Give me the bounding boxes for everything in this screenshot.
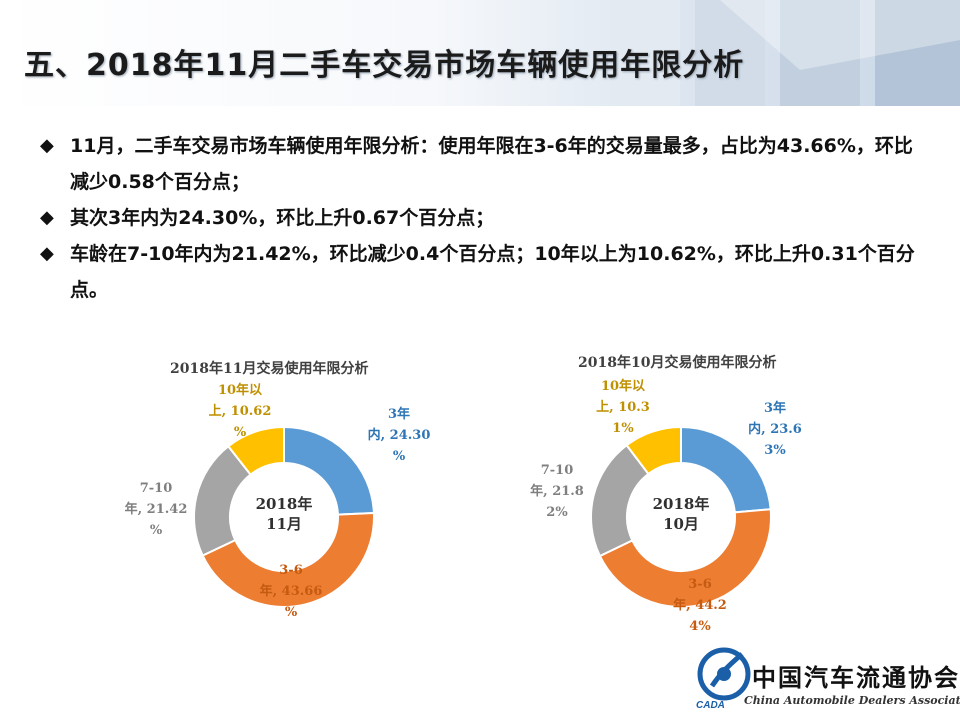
data-label-line: 年, 43.66 [259,584,323,599]
chart-title-october: 2018年10月交易使用年限分析 [578,355,777,371]
data-label-line: 3-6 [279,563,303,578]
data-label-line: % [284,605,298,620]
data-label-line: 2% [546,505,568,520]
data-label-line: % [233,425,247,440]
data-label-3to6yr: 3-6 年, 44.2 4% [660,574,740,637]
data-label-3to6yr: 3-6 年, 43.66 % [252,560,330,623]
bullet-text: 其次3年内为24.30%，环比上升0.67个百分点； [70,207,495,229]
bullet-text: 11月，二手车交易市场车辆使用年限分析：使用年限在3-6年的交易量最多，占比为4… [70,135,913,193]
data-label-line: 内, 24.30 [367,428,431,443]
cada-logo: 中国汽车流通协会 China Automobile Dealers Associ… [690,640,960,720]
data-label-10yr-plus: 10年以 上, 10.62 % [196,380,284,443]
header-decoration [620,0,960,106]
diamond-bullet-icon: ◆ [40,207,54,228]
data-label-10yr-plus: 10年以 上, 10.3 1% [580,376,666,439]
data-label-line: 10年以 [600,379,646,394]
data-label-line: 3年 [387,407,411,422]
bullet-text: 车龄在7-10年内为21.42%，环比减少0.4个百分点；10年以上为10.62… [70,243,915,301]
data-label-line: 年, 44.2 [673,598,727,613]
data-label-line: 3-6 [688,577,712,592]
center-label-year: 2018年 [255,495,313,513]
donut-center-label: 2018年 10月 [634,494,728,534]
center-label-month: 10月 [663,515,699,533]
logo-name-en: China Automobile Dealers Association [744,694,960,707]
cada-emblem-icon [697,647,751,701]
diamond-bullet-icon: ◆ [40,135,54,156]
data-label-7to10yr: 7-10 年, 21.8 2% [522,460,592,523]
data-label-line: 3% [764,443,786,458]
data-label-7to10yr: 7-10 年, 21.42 % [118,478,194,541]
page-title: 五、2018年11月二手车交易市场车辆使用年限分析 [24,48,745,83]
data-label-line: 上, 10.62 [208,404,272,419]
data-label-3yr: 3年 内, 24.30 % [364,404,434,467]
data-label-line: % [392,449,406,464]
data-label-line: 内, 23.6 [748,422,802,437]
bullet-item: ◆ 车龄在7-10年内为21.42%，环比减少0.4个百分点；10年以上为10.… [40,236,920,308]
data-label-line: 7-10 [540,463,574,478]
data-label-line: 上, 10.3 [596,400,650,415]
chart-title-november: 2018年11月交易使用年限分析 [170,361,369,377]
logo-name-cn: 中国汽车流通协会 [752,663,960,692]
data-label-line: 1% [612,421,634,436]
data-label-line: 7-10 [139,481,173,496]
data-label-line: 年, 21.8 [530,484,584,499]
data-label-line: 3年 [763,401,787,416]
bullet-list: ◆ 11月，二手车交易市场车辆使用年限分析：使用年限在3-6年的交易量最多，占比… [40,128,920,308]
data-label-line: 年, 21.42 [124,502,188,517]
center-label-year: 2018年 [652,495,710,513]
logo-abbr: CADA [696,700,725,711]
data-label-line: 10年以 [217,383,263,398]
center-label-month: 11月 [266,515,302,533]
bullet-item: ◆ 11月，二手车交易市场车辆使用年限分析：使用年限在3-6年的交易量最多，占比… [40,128,920,200]
diamond-bullet-icon: ◆ [40,243,54,264]
bullet-item: ◆ 其次3年内为24.30%，环比上升0.67个百分点； [40,200,920,236]
data-label-3yr: 3年 内, 23.6 3% [738,398,812,461]
header-banner: 五、2018年11月二手车交易市场车辆使用年限分析 [0,0,960,106]
data-label-line: % [149,523,163,538]
donut-center-label: 2018年 11月 [237,494,331,534]
data-label-line: 4% [689,619,711,634]
